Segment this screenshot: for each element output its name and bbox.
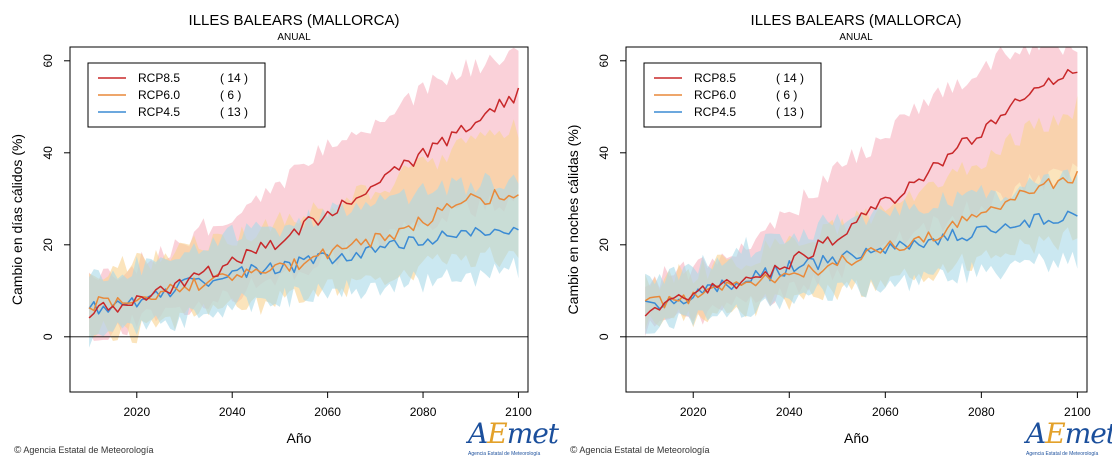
- x-axis-label: Año: [844, 430, 869, 446]
- legend-count: ( 13 ): [220, 105, 248, 119]
- credit-label: Agencia Estatal de Meteorología: [579, 445, 710, 455]
- aemet-logo-subtitle: Agencia Estatal de Meteorología: [468, 451, 541, 457]
- copyright-icon: ©: [570, 445, 578, 456]
- x-tick-label: 2040: [776, 405, 803, 419]
- legend-label: RCP8.5: [138, 71, 180, 85]
- legend-count: ( 6 ): [776, 88, 797, 102]
- y-tick-label: 60: [41, 54, 55, 68]
- credit-text: © Agencia Estatal de Meteorología: [570, 445, 709, 456]
- legend-label: RCP8.5: [694, 71, 736, 85]
- series-line-rcp4-5: [645, 210, 1078, 310]
- plot-area: [88, 47, 520, 348]
- aemet-logo: AEmet Agencia Estatal de Meteorología: [468, 417, 559, 458]
- legend: RCP8.5 ( 14 ) RCP6.0 ( 6 ) RCP4.5 ( 13 ): [643, 62, 822, 128]
- legend-label: RCP6.0: [138, 88, 180, 102]
- credit-text: © Agencia Estatal de Meteorología: [14, 445, 153, 456]
- x-tick-label: 2080: [968, 405, 995, 419]
- legend-label: RCP4.5: [138, 105, 180, 119]
- y-tick-label: 60: [597, 54, 611, 68]
- aemet-logo: AEmet Agencia Estatal de Meteorología: [1026, 417, 1112, 458]
- series-line-rcp8-5: [644, 68, 1078, 317]
- series-line-rcp4-5: [88, 226, 519, 315]
- chart-subtitle: ANUAL: [839, 32, 873, 43]
- series-line-rcp6-0: [644, 170, 1079, 309]
- band-rcp4-5: [89, 172, 519, 348]
- y-tick-label: 20: [41, 238, 55, 252]
- chart-title: ILLES BALEARS (MALLORCA): [751, 12, 962, 29]
- y-axis-label: Cambio en noches cálidas (%): [565, 125, 581, 315]
- legend-count: ( 14 ): [220, 71, 248, 85]
- chart-subtitle: ANUAL: [277, 32, 311, 43]
- chart-panel-days: ILLES BALEARS (MALLORCA) ANUAL 0 20 40 60 2020…: [9, 12, 559, 458]
- chart-svg-days: ILLES BALEARS (MALLORCA)ANUAL02040602020…: [9, 12, 532, 446]
- legend-count: ( 6 ): [220, 88, 241, 102]
- copyright-icon: ©: [14, 445, 22, 456]
- band-rcp4-5: [645, 169, 1078, 334]
- plot-frame: [625, 46, 1088, 393]
- legend-label: RCP4.5: [694, 105, 736, 119]
- x-tick-label: 2020: [680, 405, 707, 419]
- credit-label: Agencia Estatal de Meteorología: [23, 445, 154, 455]
- series-line-rcp8-5: [88, 87, 520, 319]
- x-tick-label: 2100: [505, 405, 532, 419]
- legend-count: ( 13 ): [776, 105, 804, 119]
- aemet-logo-subtitle: Agencia Estatal de Meteorología: [1026, 451, 1099, 457]
- x-tick-label: 2080: [410, 405, 437, 419]
- legend-count: ( 14 ): [776, 71, 804, 85]
- chart-panel-nights: ILLES BALEARS (MALLORCA) ANUAL 0 20 40 60 2020…: [556, 0, 1112, 461]
- series-line-rcp6-0: [88, 188, 519, 312]
- plot-area: [644, 47, 1079, 337]
- x-tick-label: 2060: [314, 405, 341, 419]
- y-tick-label: 40: [41, 146, 55, 160]
- y-tick-label: 0: [41, 333, 55, 340]
- y-tick-label: 40: [597, 146, 611, 160]
- x-tick-label: 2060: [872, 405, 899, 419]
- x-tick-label: 2020: [123, 405, 150, 419]
- chart-title: ILLES BALEARS (MALLORCA): [189, 12, 400, 29]
- y-tick-label: 0: [597, 333, 611, 340]
- plot-frame: [69, 46, 529, 393]
- x-tick-label: 2100: [1064, 405, 1091, 419]
- y-axis-label: Cambio en días cálidos (%): [9, 134, 25, 305]
- legend-label: RCP6.0: [694, 88, 736, 102]
- x-axis-label: Año: [287, 430, 312, 446]
- y-tick-label: 20: [597, 238, 611, 252]
- x-tick-label: 2040: [219, 405, 246, 419]
- chart-svg-nights: ILLES BALEARS (MALLORCA)ANUAL02040602020…: [565, 12, 1091, 446]
- legend: RCP8.5 ( 14 ) RCP6.0 ( 6 ) RCP4.5 ( 13 ): [87, 62, 266, 128]
